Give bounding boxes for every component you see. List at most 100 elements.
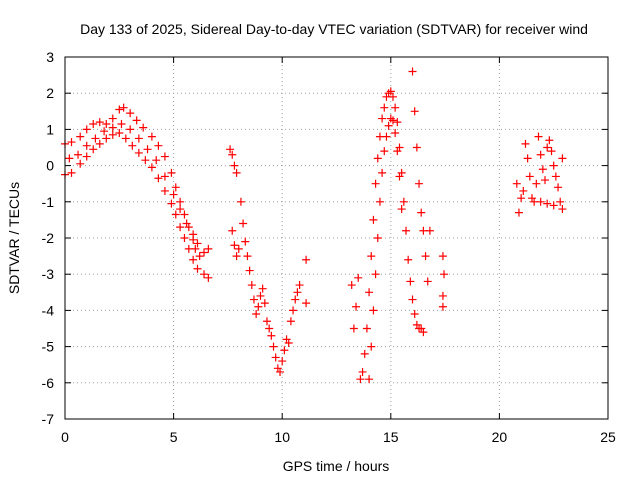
data-point <box>143 145 152 154</box>
data-point <box>152 156 161 165</box>
data-point <box>232 252 241 261</box>
data-point <box>160 186 169 195</box>
data-point <box>195 252 204 261</box>
y-tick-label: 2 <box>46 85 54 101</box>
data-point <box>536 197 545 206</box>
data-point <box>406 277 415 286</box>
x-tick-label: 0 <box>61 429 69 445</box>
data-point <box>241 237 250 246</box>
data-point <box>89 119 98 128</box>
data-point <box>226 145 235 154</box>
data-point <box>549 161 558 170</box>
data-point <box>180 210 189 219</box>
data-point <box>134 134 143 143</box>
data-point <box>410 310 419 319</box>
x-tick-label: 10 <box>274 429 290 445</box>
data-point <box>267 331 276 340</box>
data-point <box>228 226 237 235</box>
data-point <box>543 199 552 208</box>
data-point <box>252 310 261 319</box>
data-point <box>558 205 567 214</box>
x-axis-label: GPS time / hours <box>283 458 390 474</box>
data-point <box>371 179 380 188</box>
series-arc-C <box>347 67 449 384</box>
data-point <box>547 147 556 156</box>
y-tick-label: 3 <box>46 49 54 65</box>
data-point <box>373 154 382 163</box>
data-point <box>271 353 280 362</box>
data-point <box>108 114 117 123</box>
y-axis-label: SDTVAR / TECUs <box>6 182 22 294</box>
data-point <box>276 367 285 376</box>
x-tick-label: 5 <box>170 429 178 445</box>
data-point <box>295 281 304 290</box>
data-point <box>204 273 213 282</box>
data-point <box>189 230 198 239</box>
data-point <box>286 317 295 326</box>
data-point <box>541 176 550 185</box>
data-point <box>532 179 541 188</box>
x-tick-label: 20 <box>492 429 508 445</box>
data-point <box>369 306 378 315</box>
data-point <box>228 150 237 159</box>
data-point <box>204 244 213 253</box>
data-point <box>160 152 169 161</box>
data-point <box>519 186 528 195</box>
data-point <box>419 328 428 337</box>
data-point <box>256 291 265 300</box>
data-point <box>258 284 267 293</box>
y-tick-label: -3 <box>42 266 55 282</box>
data-point <box>82 152 91 161</box>
data-point <box>302 255 311 264</box>
data-point <box>360 349 369 358</box>
data-point <box>365 288 374 297</box>
data-point <box>169 190 178 199</box>
data-point <box>438 252 447 261</box>
data-point <box>189 255 198 264</box>
data-point <box>115 129 124 138</box>
y-tick-label: -2 <box>42 230 55 246</box>
data-point <box>269 342 278 351</box>
data-point <box>230 241 239 250</box>
data-point <box>393 147 402 156</box>
data-point <box>102 119 111 128</box>
data-point <box>386 87 395 96</box>
data-point <box>380 103 389 112</box>
data-point <box>397 205 406 214</box>
y-tick-label: -1 <box>42 194 55 210</box>
data-point <box>369 215 378 224</box>
data-point <box>538 165 547 174</box>
data-point <box>200 270 209 279</box>
data-point <box>160 172 169 181</box>
data-point <box>167 168 176 177</box>
data-point <box>408 67 417 76</box>
data-point <box>289 306 298 315</box>
data-point <box>525 172 534 181</box>
x-tick-label: 25 <box>600 429 616 445</box>
data-point <box>95 139 104 148</box>
data-point <box>362 324 371 333</box>
data-point <box>388 116 397 125</box>
data-point <box>147 163 156 172</box>
data-point <box>417 208 426 217</box>
axis-ticks: 0 5 10 15 20 25 -7 -6 -5 -4 -3 -2 -1 0 1 2 3 <box>42 49 616 445</box>
data-point <box>239 219 248 228</box>
data-point <box>193 239 202 248</box>
data-point <box>65 154 74 163</box>
data-point <box>280 346 289 355</box>
data-point <box>154 141 163 150</box>
series-arc-A-lower <box>61 129 213 282</box>
data-point <box>236 197 245 206</box>
data-point <box>549 201 558 210</box>
data-point <box>425 226 434 235</box>
data-point <box>245 266 254 275</box>
data-point <box>347 281 356 290</box>
data-point <box>395 172 404 181</box>
data-point <box>67 138 76 147</box>
data-point <box>349 324 358 333</box>
data-point <box>438 291 447 300</box>
data-point <box>278 357 287 366</box>
data-point <box>182 219 191 228</box>
data-point <box>378 114 387 123</box>
data-point <box>132 116 141 125</box>
